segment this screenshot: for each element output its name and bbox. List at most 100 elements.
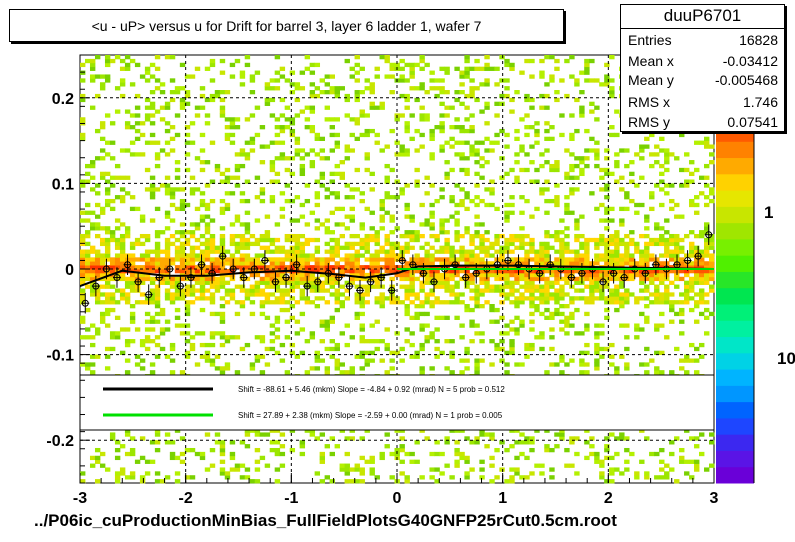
heatmap-cell bbox=[544, 93, 550, 99]
heatmap-cell bbox=[239, 148, 246, 153]
heatmap-cell bbox=[204, 237, 211, 243]
heatmap-cell bbox=[464, 58, 470, 64]
heatmap-cell bbox=[549, 163, 555, 169]
heatmap-cell bbox=[519, 117, 525, 122]
heatmap-cell bbox=[329, 171, 335, 177]
heatmap-cell bbox=[354, 97, 360, 103]
heatmap-cell bbox=[504, 284, 510, 289]
heatmap-cell bbox=[459, 152, 465, 157]
heatmap-cell bbox=[539, 463, 545, 468]
heatmap-cell bbox=[664, 288, 670, 293]
heatmap-cell bbox=[589, 272, 595, 278]
heatmap-cell bbox=[359, 113, 365, 118]
heatmap-cell bbox=[109, 237, 116, 243]
heatmap-cell bbox=[169, 296, 176, 301]
heatmap-cell bbox=[564, 276, 570, 282]
heatmap-cell bbox=[489, 463, 495, 468]
heatmap-cell bbox=[609, 261, 615, 266]
heatmap-cell bbox=[604, 280, 610, 285]
heatmap-cell bbox=[114, 288, 121, 293]
heatmap-cell bbox=[414, 276, 420, 282]
heatmap-cell bbox=[164, 237, 171, 243]
heatmap-cell bbox=[654, 292, 660, 297]
heatmap-cell bbox=[524, 257, 530, 262]
heatmap-cell bbox=[539, 70, 545, 75]
y-tick-label: 0.1 bbox=[52, 176, 74, 193]
heatmap-cell bbox=[419, 117, 425, 122]
heatmap-cell bbox=[559, 327, 565, 332]
heatmap-cell bbox=[154, 253, 161, 258]
heatmap-cell bbox=[434, 86, 440, 91]
heatmap-cell bbox=[284, 237, 291, 243]
heatmap-cell bbox=[474, 362, 480, 367]
heatmap-cell bbox=[204, 280, 211, 285]
heatmap-cell bbox=[439, 280, 445, 285]
heatmap-cell bbox=[664, 160, 670, 165]
heatmap-cell bbox=[184, 300, 191, 305]
heatmap-cell bbox=[244, 253, 251, 258]
heatmap-cell bbox=[324, 90, 330, 95]
heatmap-cell bbox=[639, 249, 645, 254]
heatmap-cell bbox=[554, 230, 560, 235]
heatmap-cell bbox=[689, 269, 695, 274]
heatmap-cell bbox=[304, 55, 311, 60]
heatmap-cell bbox=[374, 237, 380, 243]
heatmap-cell bbox=[314, 226, 321, 231]
heatmap-cell bbox=[329, 125, 335, 130]
heatmap-cell bbox=[369, 339, 375, 344]
heatmap-cell bbox=[604, 195, 610, 200]
heatmap-cell bbox=[624, 362, 630, 367]
heatmap-cell bbox=[549, 467, 555, 472]
heatmap-cell bbox=[509, 280, 515, 285]
heatmap-cell bbox=[684, 280, 690, 285]
heatmap-cell bbox=[149, 319, 156, 324]
heatmap-cell bbox=[429, 300, 435, 305]
heatmap-cell bbox=[94, 455, 101, 461]
heatmap-cell bbox=[559, 257, 565, 262]
heatmap-cell bbox=[294, 354, 301, 359]
heatmap-cell bbox=[169, 261, 176, 266]
heatmap-cell bbox=[194, 187, 201, 192]
heatmap-cell bbox=[294, 233, 301, 239]
fit-legend: Shift = -88.61 + 5.46 (mkm) Slope = -4.8… bbox=[79, 374, 715, 431]
heatmap-cell bbox=[494, 346, 500, 352]
heatmap-cell bbox=[684, 459, 690, 464]
heatmap-cell bbox=[289, 265, 296, 270]
heatmap-cell bbox=[354, 167, 360, 173]
heatmap-cell bbox=[404, 451, 410, 457]
heatmap-cell bbox=[334, 444, 340, 449]
heatmap-cell bbox=[459, 323, 465, 328]
heatmap-cell bbox=[449, 214, 455, 219]
profile-point bbox=[578, 269, 586, 277]
heatmap-cell bbox=[154, 156, 161, 161]
heatmap-cell bbox=[99, 319, 106, 324]
heatmap-cell bbox=[469, 323, 475, 328]
heatmap-cell bbox=[274, 78, 281, 83]
heatmap-cell bbox=[464, 269, 470, 274]
heatmap-cell bbox=[309, 160, 316, 165]
color-scale-step bbox=[716, 320, 754, 338]
heatmap-cell bbox=[449, 475, 455, 480]
heatmap-cell bbox=[279, 300, 286, 305]
heatmap-cell bbox=[254, 459, 261, 464]
heatmap-cell bbox=[149, 218, 156, 223]
heatmap-cell bbox=[244, 117, 251, 122]
heatmap-cell bbox=[644, 315, 650, 320]
heatmap-cell bbox=[354, 136, 360, 141]
heatmap-cell bbox=[244, 237, 251, 243]
heatmap-cell bbox=[319, 319, 326, 324]
heatmap-cell bbox=[209, 292, 216, 297]
heatmap-cell bbox=[309, 93, 316, 99]
heatmap-cell bbox=[94, 296, 101, 301]
heatmap-cell bbox=[479, 467, 485, 472]
heatmap-cell bbox=[529, 342, 535, 348]
heatmap-cell bbox=[329, 280, 335, 285]
heatmap-cell bbox=[414, 257, 420, 262]
heatmap-cell bbox=[544, 428, 550, 433]
heatmap-cell bbox=[604, 156, 610, 161]
heatmap-cell bbox=[124, 125, 131, 130]
heatmap-cell bbox=[414, 183, 420, 188]
heatmap-cell bbox=[669, 152, 675, 157]
heatmap-cell bbox=[224, 132, 231, 138]
heatmap-cell bbox=[679, 265, 685, 270]
